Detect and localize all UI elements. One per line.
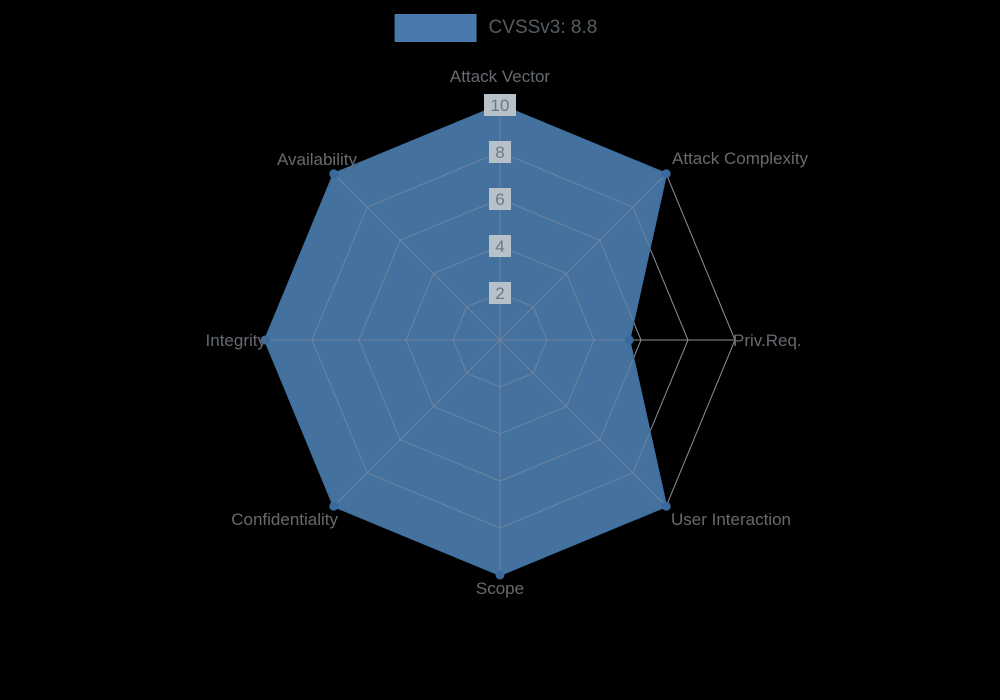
tick-label: 10 — [491, 96, 510, 115]
tick-backdrop — [484, 94, 516, 116]
tick-label: 6 — [495, 190, 504, 209]
axis-label-attack-vector: Attack Vector — [450, 67, 550, 86]
legend-label: CVSSv3: 8.8 — [488, 17, 598, 38]
tick-backdrop — [489, 235, 511, 257]
axis-label-attack-complexity: Attack Complexity — [672, 149, 809, 168]
axis-label-user-interaction: User Interaction — [671, 510, 791, 529]
legend-swatch — [394, 14, 477, 42]
data-point[interactable] — [329, 501, 339, 511]
axis-label-availability: Availability — [277, 150, 358, 169]
axis-label-priv-req: Priv.Req. — [733, 331, 802, 350]
tick-backdrop — [489, 141, 511, 163]
data-point[interactable] — [260, 335, 270, 345]
data-point[interactable] — [624, 335, 634, 345]
tick-label: 2 — [495, 284, 504, 303]
tick-label: 8 — [495, 143, 504, 162]
axis-label-confidentiality: Confidentiality — [231, 510, 338, 529]
axis-label-integrity: Integrity — [206, 331, 267, 350]
data-point[interactable] — [495, 570, 505, 580]
data-point[interactable] — [329, 169, 339, 179]
tick-backdrop — [489, 188, 511, 210]
data-point[interactable] — [661, 169, 671, 179]
chart-legend[interactable]: CVSSv3: 8.8 — [394, 14, 598, 42]
tick-backdrop — [489, 282, 511, 304]
tick-label: 4 — [495, 237, 504, 256]
data-point[interactable] — [661, 501, 671, 511]
data-polygon-fill[interactable] — [265, 105, 667, 575]
axis-labels: Attack Vector Attack Complexity Priv.Req. U… — [206, 67, 809, 598]
radial-ticks: 2 4 6 8 10 — [484, 94, 516, 304]
axis-label-scope: Scope — [476, 579, 524, 598]
